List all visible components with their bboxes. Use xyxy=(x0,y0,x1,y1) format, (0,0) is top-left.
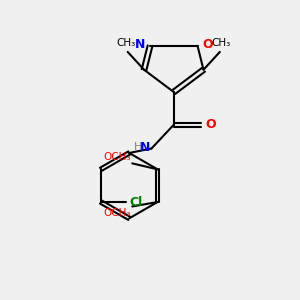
Text: OCH₃: OCH₃ xyxy=(103,152,131,162)
Text: N: N xyxy=(135,38,146,51)
Text: N: N xyxy=(140,140,150,154)
Text: OCH₃: OCH₃ xyxy=(103,208,131,218)
Text: Cl: Cl xyxy=(129,196,142,208)
Text: H: H xyxy=(134,142,142,152)
Text: CH₃: CH₃ xyxy=(212,38,231,48)
Text: O: O xyxy=(202,38,213,51)
Text: CH₃: CH₃ xyxy=(117,38,136,48)
Text: O: O xyxy=(205,118,216,131)
